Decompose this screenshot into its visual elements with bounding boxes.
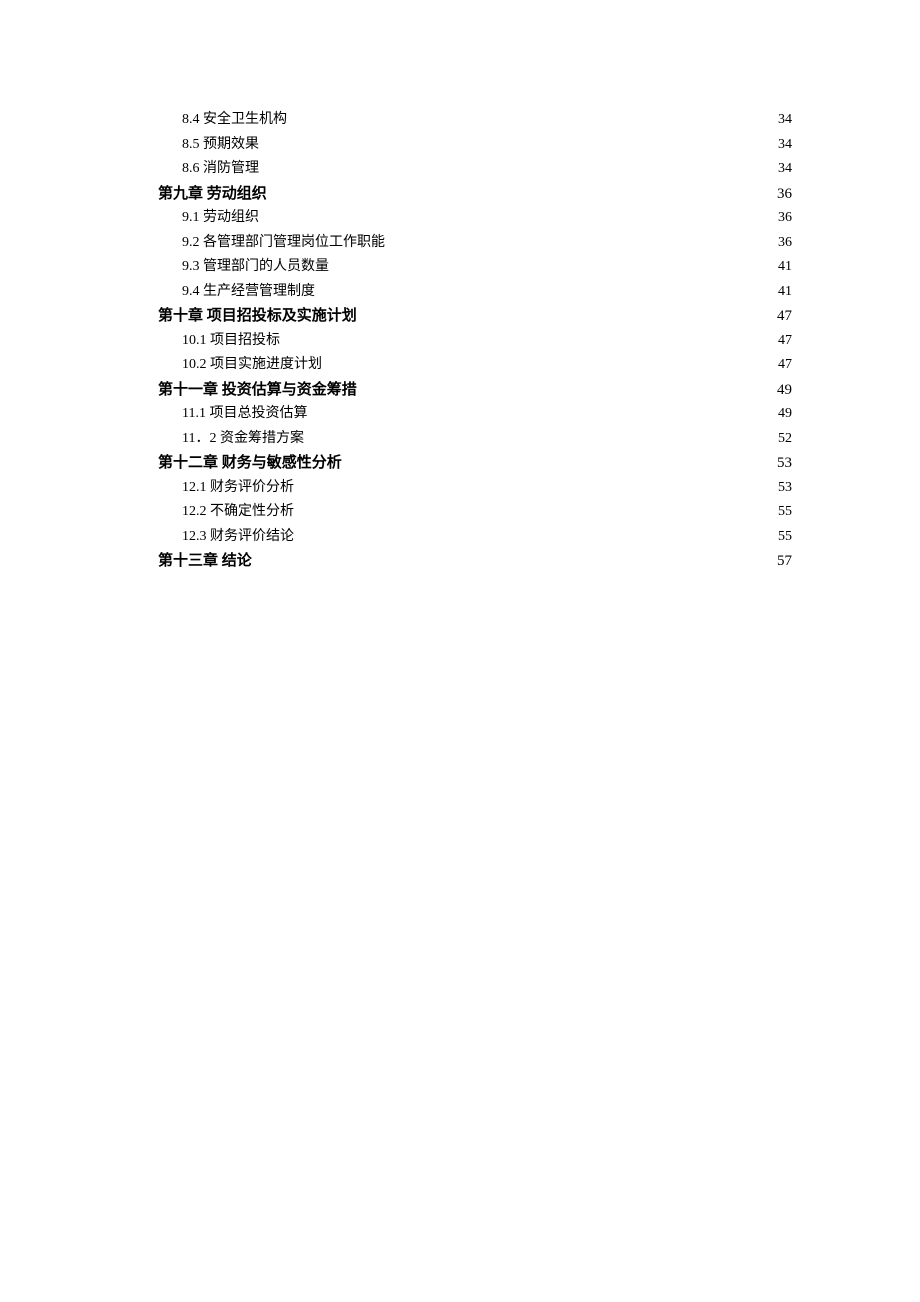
toc-entry: 9.3 管理部门的人员数量 41 <box>158 255 792 280</box>
toc-title: 9.3 管理部门的人员数量 <box>182 255 329 280</box>
toc-page: 34 <box>778 157 792 182</box>
toc-entry: 12.2 不确定性分析 55 <box>158 500 792 525</box>
toc-entry: 12.3 财务评价结论 55 <box>158 525 792 550</box>
toc-entry: 11．2 资金筹措方案 52 <box>158 427 792 452</box>
table-of-contents: 8.4 安全卫生机构 34 8.5 预期效果 34 8.6 消防管理 34 第九… <box>158 108 792 574</box>
toc-chapter-title: 第十章 项目招投标及实施计划 <box>158 304 357 329</box>
toc-page: 49 <box>777 378 792 403</box>
toc-title: 9.1 劳动组织 <box>182 206 259 231</box>
toc-entry: 8.5 预期效果 34 <box>158 133 792 158</box>
toc-entry: 10.2 项目实施进度计划 47 <box>158 353 792 378</box>
toc-page: 47 <box>778 353 792 378</box>
toc-chapter-entry: 第十章 项目招投标及实施计划 47 <box>158 304 792 329</box>
toc-page: 55 <box>778 525 792 550</box>
toc-title: 9.4 生产经营管理制度 <box>182 280 315 305</box>
toc-page: 47 <box>778 329 792 354</box>
toc-page: 41 <box>778 255 792 280</box>
toc-page: 57 <box>777 549 792 574</box>
toc-entry: 9.2 各管理部门管理岗位工作职能 36 <box>158 231 792 256</box>
toc-entry: 9.4 生产经营管理制度 41 <box>158 280 792 305</box>
toc-entry: 10.1 项目招投标 47 <box>158 329 792 354</box>
toc-chapter-title: 第十一章 投资估算与资金筹措 <box>158 378 357 403</box>
toc-entry: 11.1 项目总投资估算 49 <box>158 402 792 427</box>
toc-entry: 12.1 财务评价分析 53 <box>158 476 792 501</box>
toc-title: 10.2 项目实施进度计划 <box>182 353 322 378</box>
toc-page: 53 <box>777 451 792 476</box>
toc-page: 36 <box>778 231 792 256</box>
toc-entry: 9.1 劳动组织 36 <box>158 206 792 231</box>
toc-title: 11．2 资金筹措方案 <box>182 427 304 452</box>
toc-page: 34 <box>778 108 792 133</box>
toc-page: 53 <box>778 476 792 501</box>
toc-page: 52 <box>778 427 792 452</box>
toc-chapter-title: 第九章 劳动组织 <box>158 182 267 207</box>
toc-title: 12.3 财务评价结论 <box>182 525 294 550</box>
toc-page: 34 <box>778 133 792 158</box>
toc-page: 36 <box>778 206 792 231</box>
toc-chapter-title: 第十三章 结论 <box>158 549 252 574</box>
toc-chapter-entry: 第十三章 结论 57 <box>158 549 792 574</box>
toc-title: 12.1 财务评价分析 <box>182 476 294 501</box>
toc-entry: 8.4 安全卫生机构 34 <box>158 108 792 133</box>
toc-title: 11.1 项目总投资估算 <box>182 402 307 427</box>
toc-page: 41 <box>778 280 792 305</box>
toc-page: 55 <box>778 500 792 525</box>
toc-title: 8.6 消防管理 <box>182 157 259 182</box>
toc-title: 10.1 项目招投标 <box>182 329 280 354</box>
toc-title: 8.5 预期效果 <box>182 133 259 158</box>
toc-chapter-entry: 第十二章 财务与敏感性分析 53 <box>158 451 792 476</box>
toc-chapter-title: 第十二章 财务与敏感性分析 <box>158 451 342 476</box>
toc-chapter-entry: 第十一章 投资估算与资金筹措 49 <box>158 378 792 403</box>
toc-title: 12.2 不确定性分析 <box>182 500 294 525</box>
toc-title: 9.2 各管理部门管理岗位工作职能 <box>182 231 385 256</box>
toc-page: 49 <box>778 402 792 427</box>
toc-chapter-entry: 第九章 劳动组织 36 <box>158 182 792 207</box>
toc-title: 8.4 安全卫生机构 <box>182 108 287 133</box>
toc-page: 47 <box>777 304 792 329</box>
toc-entry: 8.6 消防管理 34 <box>158 157 792 182</box>
toc-page: 36 <box>777 182 792 207</box>
